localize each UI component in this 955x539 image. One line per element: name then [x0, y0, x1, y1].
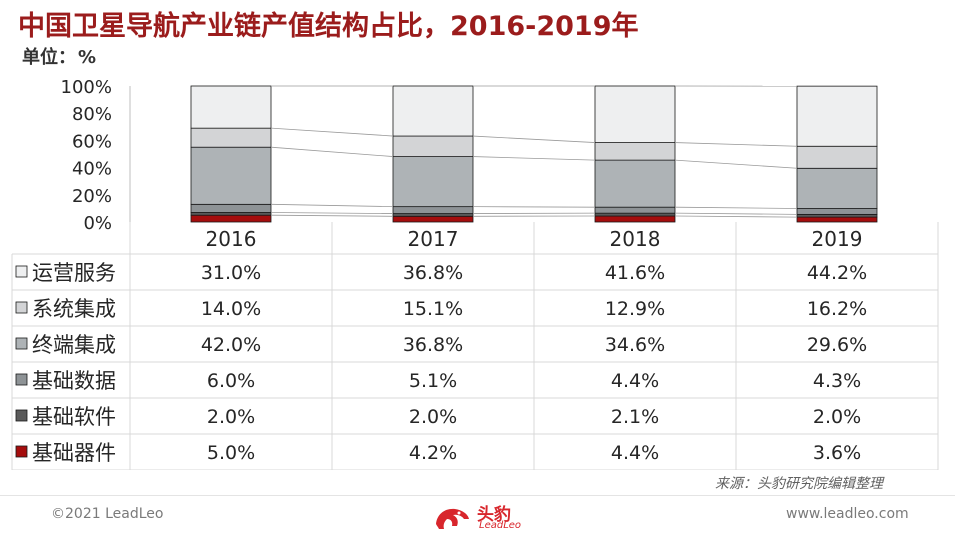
bar-segment — [796, 216, 878, 223]
data-label: 5.0% — [207, 442, 255, 464]
leopard-logo-icon — [436, 508, 469, 529]
bar-segment — [796, 213, 878, 218]
logo-text-cn: 头豹 — [477, 505, 511, 525]
stacked-bar-chart: 0% 20% 40% 60% 80% 100% 2016 2017 2018 2019 运营服务 31… — [11, 77, 939, 470]
data-label: 5.1% — [409, 370, 457, 392]
unit-label: 单位：% — [22, 43, 98, 69]
y-tick-label: 40% — [72, 159, 112, 180]
bar-segment — [190, 214, 272, 223]
data-label: 6.0% — [207, 370, 255, 392]
series-connector-line — [270, 214, 394, 217]
bar-segment — [796, 167, 878, 209]
series-connector-line — [674, 215, 798, 218]
data-label: 12.9% — [605, 298, 665, 320]
series-connector-line — [270, 127, 394, 137]
series-connector-line — [472, 156, 596, 161]
bar-segment — [796, 145, 878, 169]
legend-label: 运营服务 — [32, 261, 116, 285]
bar-segment — [392, 213, 474, 217]
series-connector-line — [472, 206, 596, 208]
bar-segment — [190, 146, 272, 205]
bar-segment — [392, 206, 474, 214]
data-label: 41.6% — [605, 262, 665, 284]
data-label: 2.1% — [611, 406, 659, 428]
bar-segment — [594, 159, 676, 208]
legend-swatch — [15, 265, 28, 278]
bar-segment — [796, 208, 878, 215]
x-tick-label: 2019 — [812, 227, 863, 251]
footer-divider — [0, 495, 955, 496]
data-label: 4.2% — [409, 442, 457, 464]
logo-text-en: LeadLeo — [479, 520, 522, 531]
legend-label: 基础器件 — [32, 441, 116, 465]
bar-segment — [392, 135, 474, 157]
data-label: 34.6% — [605, 334, 665, 356]
data-label: 4.4% — [611, 442, 659, 464]
leadleo-logo: 头豹 LeadLeo — [433, 500, 525, 536]
legend-swatch — [15, 373, 28, 386]
data-label: 3.6% — [813, 442, 861, 464]
bar-segment — [594, 215, 676, 223]
source-note: 来源：头豹研究院编辑整理 — [715, 476, 883, 492]
data-label: 31.0% — [201, 262, 261, 284]
x-tick-label: 2016 — [206, 227, 257, 251]
data-label: 14.0% — [201, 298, 261, 320]
x-tick-label: 2017 — [408, 227, 459, 251]
legend-label: 基础数据 — [32, 369, 116, 393]
data-label: 44.2% — [807, 262, 867, 284]
data-label: 2.0% — [207, 406, 255, 428]
series-connector-line — [270, 212, 394, 214]
y-tick-label: 20% — [72, 186, 112, 207]
data-label: 36.8% — [403, 334, 463, 356]
bar-segment — [190, 127, 272, 148]
legend-label: 终端集成 — [32, 333, 116, 357]
bar-segment — [594, 212, 676, 217]
series-connector-line — [674, 159, 798, 169]
y-tick-label: 60% — [72, 131, 112, 152]
legend-swatch — [15, 337, 28, 350]
series-connector-line — [674, 142, 798, 147]
bar-segment — [392, 85, 474, 137]
data-label: 42.0% — [201, 334, 261, 356]
bar-segment — [190, 85, 272, 129]
unit-value: % — [78, 47, 97, 68]
data-label: 15.1% — [403, 298, 463, 320]
copyright-text: ©2021 LeadLeo — [51, 506, 164, 522]
series-connector-line — [674, 206, 798, 209]
legend-label: 基础软件 — [32, 405, 116, 429]
bar-segment — [594, 142, 676, 161]
bar-segment — [190, 212, 272, 216]
page-title: 中国卫星导航产业链产值结构占比，2016-2019年 — [18, 11, 639, 42]
series-connector-line — [270, 203, 394, 208]
bar-segment — [392, 156, 474, 208]
data-label: 29.6% — [807, 334, 867, 356]
bar-segment — [190, 203, 272, 213]
data-label: 2.0% — [409, 406, 457, 428]
x-tick-label: 2018 — [610, 227, 661, 251]
legend-swatch — [15, 445, 28, 458]
series-connector-line — [472, 135, 596, 143]
legend-swatch — [15, 409, 28, 422]
bar-segment — [796, 85, 878, 147]
bar-segment — [392, 215, 474, 223]
y-tick-label: 100% — [61, 77, 112, 98]
series-connector-line — [674, 212, 798, 215]
data-label: 4.3% — [813, 370, 861, 392]
website-text: www.leadleo.com — [786, 506, 909, 522]
data-label: 4.4% — [611, 370, 659, 392]
data-label: 36.8% — [403, 262, 463, 284]
y-tick-label: 80% — [72, 104, 112, 125]
y-tick-label: 0% — [83, 213, 112, 234]
bar-segment — [594, 85, 676, 143]
bar-segment — [594, 206, 676, 214]
series-connector-line — [270, 146, 394, 157]
data-label: 2.0% — [813, 406, 861, 428]
data-label: 16.2% — [807, 298, 867, 320]
legend-label: 系统集成 — [32, 297, 116, 321]
unit-label-text: 单位： — [22, 47, 76, 68]
legend-swatch — [15, 301, 28, 314]
